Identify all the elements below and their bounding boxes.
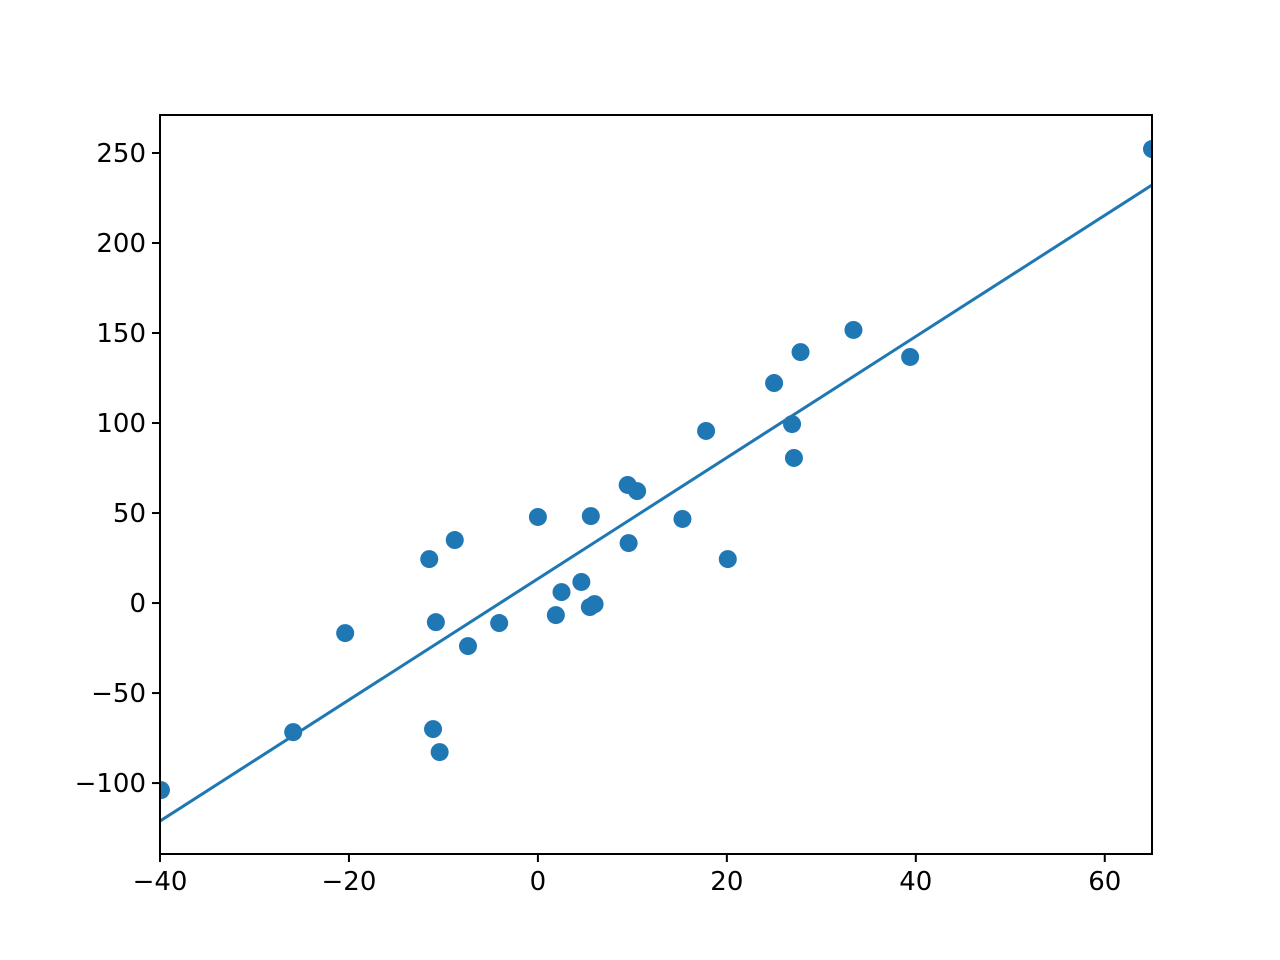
scatter-point xyxy=(572,572,591,591)
scatter-point xyxy=(765,374,784,393)
y-tick-label: 200 xyxy=(96,229,146,259)
y-tick-label: 50 xyxy=(113,499,146,529)
y-tick-label: 0 xyxy=(129,589,146,619)
scatter-point xyxy=(844,320,863,339)
y-tick-label: −50 xyxy=(91,679,146,709)
y-tick-label: 100 xyxy=(96,409,146,439)
scatter-point xyxy=(791,343,810,362)
scatter-point xyxy=(284,723,303,742)
scatter-point xyxy=(581,507,600,526)
scatter-point xyxy=(160,781,170,800)
x-tick-label: −40 xyxy=(133,867,188,897)
scatter-point xyxy=(445,531,464,550)
scatter-point xyxy=(458,637,477,656)
scatter-point xyxy=(585,595,604,614)
scatter-point xyxy=(628,482,647,501)
scatter-point xyxy=(420,550,439,569)
scatter-point xyxy=(619,534,638,553)
scatter-point xyxy=(490,614,509,633)
scatter-point xyxy=(430,743,449,762)
x-tick-label: −20 xyxy=(322,867,377,897)
x-tick-label: 20 xyxy=(710,867,743,897)
fit-line xyxy=(160,183,1152,823)
scatter-point xyxy=(528,507,547,526)
scatter-point xyxy=(424,720,443,739)
y-tick-label: 150 xyxy=(96,319,146,349)
scatter-point xyxy=(426,613,445,632)
scatter-point xyxy=(552,583,571,602)
scatter-point xyxy=(783,415,802,434)
x-tick-label: 60 xyxy=(1088,867,1121,897)
plot-area xyxy=(160,140,1152,823)
scatter-point xyxy=(546,606,565,625)
x-tick-label: 40 xyxy=(899,867,932,897)
axes-frame xyxy=(159,114,1153,855)
scatter-point xyxy=(901,347,920,366)
x-tick-label: 0 xyxy=(530,867,547,897)
scatter-point xyxy=(336,624,355,643)
scatter-point xyxy=(1143,140,1152,159)
scatter-point xyxy=(718,550,737,569)
y-tick-label: −100 xyxy=(75,769,146,799)
scatter-point xyxy=(673,509,692,528)
scatter-point xyxy=(784,448,803,467)
scatter-point xyxy=(697,421,716,440)
y-tick-label: 250 xyxy=(96,139,146,169)
